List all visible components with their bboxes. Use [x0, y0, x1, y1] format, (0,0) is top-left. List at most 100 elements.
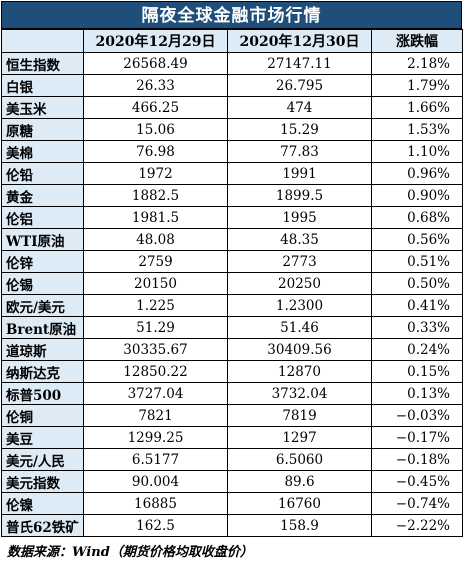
row-name: 白银: [1, 74, 84, 97]
row-value-date-1: 466.25: [83, 96, 228, 119]
row-name: 美元/人民: [1, 448, 84, 471]
row-name: 伦锌: [1, 250, 84, 273]
row-change: 0.15%: [371, 360, 463, 383]
header-date-2: 2020年12月30日: [227, 29, 372, 53]
row-value-date-2: 30409.56: [227, 338, 372, 361]
row-value-date-1: 6.5177: [83, 448, 228, 471]
table-row: 黄金 1882.5 1899.5 0.90%: [1, 184, 463, 207]
row-value-date-1: 7821: [83, 404, 228, 427]
row-name: 伦铜: [1, 404, 84, 427]
row-value-date-1: 51.29: [83, 316, 228, 339]
row-value-date-1: 1972: [83, 162, 228, 185]
table-row: 欧元/美元 1.225 1.2300 0.41%: [1, 294, 463, 317]
table-row: 美豆 1299.25 1297 −0.17%: [1, 426, 463, 449]
row-change: 1.79%: [371, 74, 463, 97]
row-change: 1.10%: [371, 140, 463, 163]
table-row: 伦锌 2759 2773 0.51%: [1, 250, 463, 273]
table-row: 伦铜 7821 7819 −0.03%: [1, 404, 463, 427]
row-change: 0.13%: [371, 382, 463, 405]
row-value-date-2: 77.83: [227, 140, 372, 163]
row-change: 1.66%: [371, 96, 463, 119]
row-value-date-2: 12870: [227, 360, 372, 383]
row-value-date-1: 1.225: [83, 294, 228, 317]
row-name: WTI原油: [1, 228, 84, 251]
row-value-date-1: 90.004: [83, 470, 228, 493]
market-table: 2020年12月29日 2020年12月30日 涨跌幅 恒生指数 26568.49…: [1, 29, 463, 537]
table-row: Brent原油 51.29 51.46 0.33%: [1, 316, 463, 339]
row-value-date-2: 20250: [227, 272, 372, 295]
row-value-date-2: 7819: [227, 404, 372, 427]
row-value-date-2: 474: [227, 96, 372, 119]
row-value-date-1: 26.33: [83, 74, 228, 97]
row-name: 美豆: [1, 426, 84, 449]
row-name: 美元指数: [1, 470, 84, 493]
table-title: 隔夜全球金融市场行情: [1, 1, 462, 29]
row-name: 伦镍: [1, 492, 84, 515]
row-value-date-2: 48.35: [227, 228, 372, 251]
row-value-date-1: 1299.25: [83, 426, 228, 449]
row-change: 0.90%: [371, 184, 463, 207]
row-change: −0.45%: [371, 470, 463, 493]
row-name: 普氏62铁矿: [1, 514, 84, 537]
header-row: 2020年12月29日 2020年12月30日 涨跌幅: [1, 29, 463, 53]
row-value-date-1: 16885: [83, 492, 228, 515]
row-name: 黄金: [1, 184, 84, 207]
row-value-date-2: 16760: [227, 492, 372, 515]
row-change: 0.33%: [371, 316, 463, 339]
row-name: 伦铅: [1, 162, 84, 185]
row-name: 美棉: [1, 140, 84, 163]
row-change: −0.03%: [371, 404, 463, 427]
row-value-date-1: 76.98: [83, 140, 228, 163]
row-name: 伦锡: [1, 272, 84, 295]
row-value-date-2: 1899.5: [227, 184, 372, 207]
row-value-date-1: 3727.04: [83, 382, 228, 405]
row-name: 道琼斯: [1, 338, 84, 361]
row-value-date-1: 12850.22: [83, 360, 228, 383]
row-value-date-1: 1882.5: [83, 184, 228, 207]
row-value-date-2: 51.46: [227, 316, 372, 339]
table-row: 伦铝 1981.5 1995 0.68%: [1, 206, 463, 229]
row-value-date-1: 2759: [83, 250, 228, 273]
table-row: 原糖 15.06 15.29 1.53%: [1, 118, 463, 141]
row-value-date-2: 1.2300: [227, 294, 372, 317]
row-change: 0.56%: [371, 228, 463, 251]
header-change: 涨跌幅: [371, 29, 463, 53]
row-change: 1.53%: [371, 118, 463, 141]
table-row: 恒生指数 26568.49 27147.11 2.18%: [1, 52, 463, 75]
row-value-date-2: 3732.04: [227, 382, 372, 405]
row-name: 恒生指数: [1, 52, 84, 75]
row-change: 0.51%: [371, 250, 463, 273]
row-value-date-1: 162.5: [83, 514, 228, 537]
table-row: 美元/人民 6.5177 6.5060 −0.18%: [1, 448, 463, 471]
row-value-date-1: 26568.49: [83, 52, 228, 75]
row-change: 0.24%: [371, 338, 463, 361]
table-row: 普氏62铁矿 162.5 158.9 −2.22%: [1, 514, 463, 537]
row-name: Brent原油: [1, 316, 84, 339]
table-row: WTI原油 48.08 48.35 0.56%: [1, 228, 463, 251]
row-value-date-2: 158.9: [227, 514, 372, 537]
row-value-date-1: 15.06: [83, 118, 228, 141]
table-row: 美元指数 90.004 89.6 −0.45%: [1, 470, 463, 493]
row-value-date-2: 6.5060: [227, 448, 372, 471]
row-name: 原糖: [1, 118, 84, 141]
row-change: 0.50%: [371, 272, 463, 295]
row-value-date-2: 15.29: [227, 118, 372, 141]
header-name: [1, 29, 84, 53]
table-row: 伦镍 16885 16760 −0.74%: [1, 492, 463, 515]
row-value-date-2: 26.795: [227, 74, 372, 97]
row-value-date-2: 89.6: [227, 470, 372, 493]
row-value-date-1: 1981.5: [83, 206, 228, 229]
table-row: 道琼斯 30335.67 30409.56 0.24%: [1, 338, 463, 361]
table-row: 纳斯达克 12850.22 12870 0.15%: [1, 360, 463, 383]
row-name: 伦铝: [1, 206, 84, 229]
row-name: 标普500: [1, 382, 84, 405]
row-name: 纳斯达克: [1, 360, 84, 383]
row-value-date-2: 1991: [227, 162, 372, 185]
row-name: 美玉米: [1, 96, 84, 119]
row-name: 欧元/美元: [1, 294, 84, 317]
row-value-date-2: 2773: [227, 250, 372, 273]
header-date-1: 2020年12月29日: [83, 29, 228, 53]
table-row: 美棉 76.98 77.83 1.10%: [1, 140, 463, 163]
row-change: 0.68%: [371, 206, 463, 229]
